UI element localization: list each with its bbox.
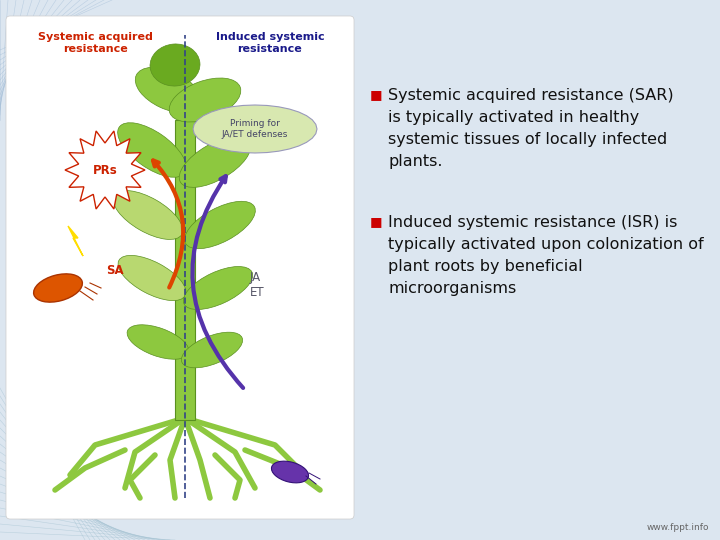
Ellipse shape <box>127 325 189 359</box>
Polygon shape <box>68 226 83 256</box>
Ellipse shape <box>118 255 186 301</box>
Ellipse shape <box>135 68 201 113</box>
Polygon shape <box>65 131 145 209</box>
Text: www.fppt.info: www.fppt.info <box>647 523 709 532</box>
Text: systemic tissues of locally infected: systemic tissues of locally infected <box>388 132 667 147</box>
Text: Priming for
JA/ET defenses: Priming for JA/ET defenses <box>222 119 288 139</box>
Text: ■: ■ <box>370 88 382 101</box>
Polygon shape <box>193 105 317 153</box>
Text: Systemic acquired
resistance: Systemic acquired resistance <box>37 32 153 53</box>
Text: SA: SA <box>106 264 124 276</box>
Ellipse shape <box>184 201 256 249</box>
Text: JA
ET: JA ET <box>250 271 265 299</box>
Text: Induced systemic
resistance: Induced systemic resistance <box>216 32 324 53</box>
Ellipse shape <box>150 44 200 86</box>
Text: plant roots by beneficial: plant roots by beneficial <box>388 259 582 274</box>
Text: is typically activated in healthy: is typically activated in healthy <box>388 110 639 125</box>
Ellipse shape <box>117 123 186 177</box>
Ellipse shape <box>271 461 309 483</box>
Ellipse shape <box>181 332 243 368</box>
Text: Systemic acquired resistance (SAR): Systemic acquired resistance (SAR) <box>388 88 674 103</box>
Text: Induced systemic resistance (ISR) is: Induced systemic resistance (ISR) is <box>388 215 678 230</box>
FancyBboxPatch shape <box>6 16 354 519</box>
Bar <box>175 120 195 420</box>
Ellipse shape <box>179 137 251 187</box>
Text: ■: ■ <box>370 215 382 228</box>
Text: plants.: plants. <box>388 154 443 169</box>
Ellipse shape <box>184 267 253 309</box>
Text: typically activated upon colonization of: typically activated upon colonization of <box>388 237 703 252</box>
Text: PRs: PRs <box>93 164 117 177</box>
Ellipse shape <box>34 274 82 302</box>
Ellipse shape <box>113 191 183 239</box>
Ellipse shape <box>169 78 240 122</box>
Text: microorganisms: microorganisms <box>388 281 516 296</box>
